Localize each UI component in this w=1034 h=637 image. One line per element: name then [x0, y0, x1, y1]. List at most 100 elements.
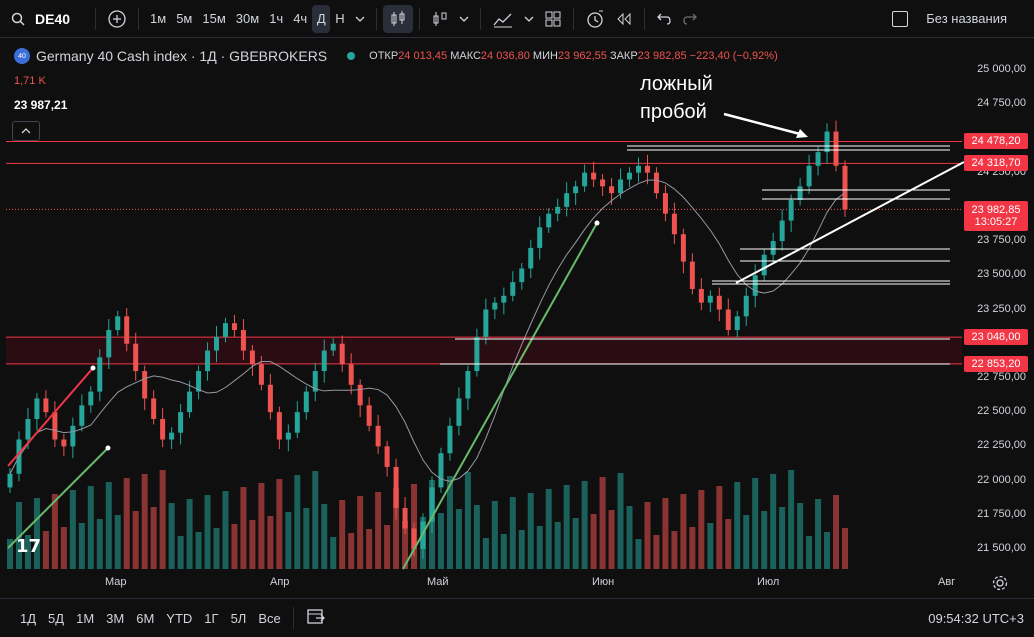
alert-clock-icon[interactable] — [580, 5, 610, 33]
candle-body — [707, 295, 713, 303]
volume-bar — [96, 519, 103, 569]
time-tick: Июл — [757, 576, 780, 588]
volume-bar — [608, 510, 615, 569]
layout-checkbox[interactable] — [887, 5, 913, 33]
candle-body — [34, 398, 40, 419]
time-tick: Авг — [938, 576, 956, 588]
collapse-legend-button[interactable] — [12, 121, 40, 141]
range-1m[interactable]: 1М — [76, 610, 95, 626]
interval-15m[interactable]: 15м — [202, 11, 226, 26]
interval-dropdown-icon[interactable] — [350, 5, 370, 33]
redo-icon[interactable] — [677, 5, 703, 33]
volume-bar — [348, 533, 355, 569]
indicators-icon[interactable] — [487, 5, 519, 33]
volume-bar — [689, 527, 696, 569]
range-6m[interactable]: 6М — [136, 610, 155, 626]
bottom-toolbar: 1Д 5Д 1М 3М 6М YTD 1Г 5Л Все 09:54:32 UT… — [0, 598, 1034, 637]
volume-bar — [330, 537, 337, 569]
rising-trendline — [735, 161, 965, 284]
volume-bar — [473, 505, 480, 569]
price-tick: 21 500,00 — [977, 542, 1026, 554]
range-1d[interactable]: 1Д — [20, 610, 37, 626]
candle-body — [7, 473, 13, 488]
range-5y[interactable]: 5Л — [230, 610, 247, 626]
volume-bar — [752, 478, 759, 569]
chart-canvas[interactable] — [0, 38, 1034, 598]
search-icon[interactable] — [6, 5, 30, 33]
candle-body — [609, 186, 615, 194]
volume-bar — [7, 539, 13, 569]
candle-body — [492, 302, 498, 310]
volume-bar — [105, 482, 112, 569]
layout-grid-icon[interactable] — [539, 5, 567, 33]
price-level-badge[interactable]: 22 853,20 — [964, 355, 1028, 372]
interval-30m[interactable]: 30м — [235, 11, 260, 26]
candle-body — [716, 295, 722, 310]
price-level-badge[interactable]: 24 478,20 — [964, 133, 1028, 150]
price-level-badge[interactable]: 23 048,00 — [964, 329, 1028, 346]
candle-body — [546, 213, 552, 228]
goto-date-icon[interactable] — [306, 607, 326, 630]
anchor-point — [594, 220, 600, 226]
volume-bar — [563, 485, 570, 569]
volume-bar — [276, 479, 283, 569]
price-level-badge[interactable]: 24 318,70 — [964, 155, 1028, 172]
interval-5m[interactable]: 5м — [176, 11, 193, 26]
interval-1w[interactable]: Н — [335, 11, 345, 26]
candle-body — [196, 371, 202, 392]
add-symbol-icon[interactable] — [102, 5, 132, 33]
range-3m[interactable]: 3М — [106, 610, 125, 626]
range-ytd[interactable]: YTD — [166, 610, 193, 626]
interval-1d[interactable]: Д — [312, 4, 331, 33]
candle-body — [734, 316, 740, 331]
green-trendline-2 — [402, 222, 598, 570]
interval-1h[interactable]: 1ч — [269, 11, 284, 26]
symbol-search-button[interactable]: DE40 — [35, 10, 71, 27]
volume-bar — [527, 493, 534, 569]
chart-type-dropdown-icon[interactable] — [454, 5, 474, 33]
volume-readout: 1,71 K — [14, 75, 46, 87]
volume-bar — [581, 481, 588, 569]
volume-bar — [545, 489, 552, 569]
volume-bar — [204, 495, 211, 569]
layout-name[interactable]: Без названия — [926, 11, 1007, 26]
volume-bar — [500, 534, 507, 569]
price-tick: 23 500,00 — [977, 268, 1026, 281]
volume-bar — [24, 535, 31, 569]
candle-body — [61, 439, 67, 447]
candle-body — [393, 466, 399, 508]
range-5d[interactable]: 5Д — [48, 610, 65, 626]
candles-icon[interactable] — [382, 4, 413, 33]
candle-body — [214, 336, 220, 351]
volume-bar — [78, 523, 85, 569]
indicators-dropdown-icon[interactable] — [519, 5, 539, 33]
candle-body — [644, 165, 650, 173]
volume-bar — [294, 475, 301, 569]
replay-icon[interactable] — [610, 5, 638, 33]
volume-bar — [60, 527, 67, 569]
clock[interactable]: 09:54:32 UTC+3 — [928, 610, 1024, 626]
chart-type-icon[interactable] — [426, 5, 454, 33]
undo-icon[interactable] — [651, 5, 677, 33]
interval-4h[interactable]: 4ч — [293, 11, 308, 26]
candle-body — [375, 425, 381, 447]
chart-settings-icon[interactable] — [992, 575, 1008, 596]
volume-bar — [267, 516, 274, 569]
candle-body — [151, 398, 157, 419]
current-price-badge[interactable]: 23 982,85 13:05:27 — [964, 201, 1028, 232]
range-1y[interactable]: 1Г — [204, 610, 219, 626]
annotation-text[interactable]: ложный пробой — [640, 73, 713, 123]
volume-bar — [384, 525, 391, 569]
volume-bar — [779, 507, 786, 569]
interval-1m[interactable]: 1м — [150, 11, 167, 26]
range-all[interactable]: Все — [258, 610, 281, 626]
volume-bar — [761, 511, 768, 569]
candle-body — [240, 330, 246, 351]
drawings — [7, 112, 965, 570]
candle-body — [249, 350, 255, 365]
candle-body — [618, 179, 624, 194]
volume-bar — [51, 494, 58, 569]
chart-legend: 40 Germany 40 Cash index · 1Д · GBEBROKE… — [14, 48, 778, 64]
volume-bar — [321, 504, 328, 569]
volume-bar — [509, 497, 516, 569]
